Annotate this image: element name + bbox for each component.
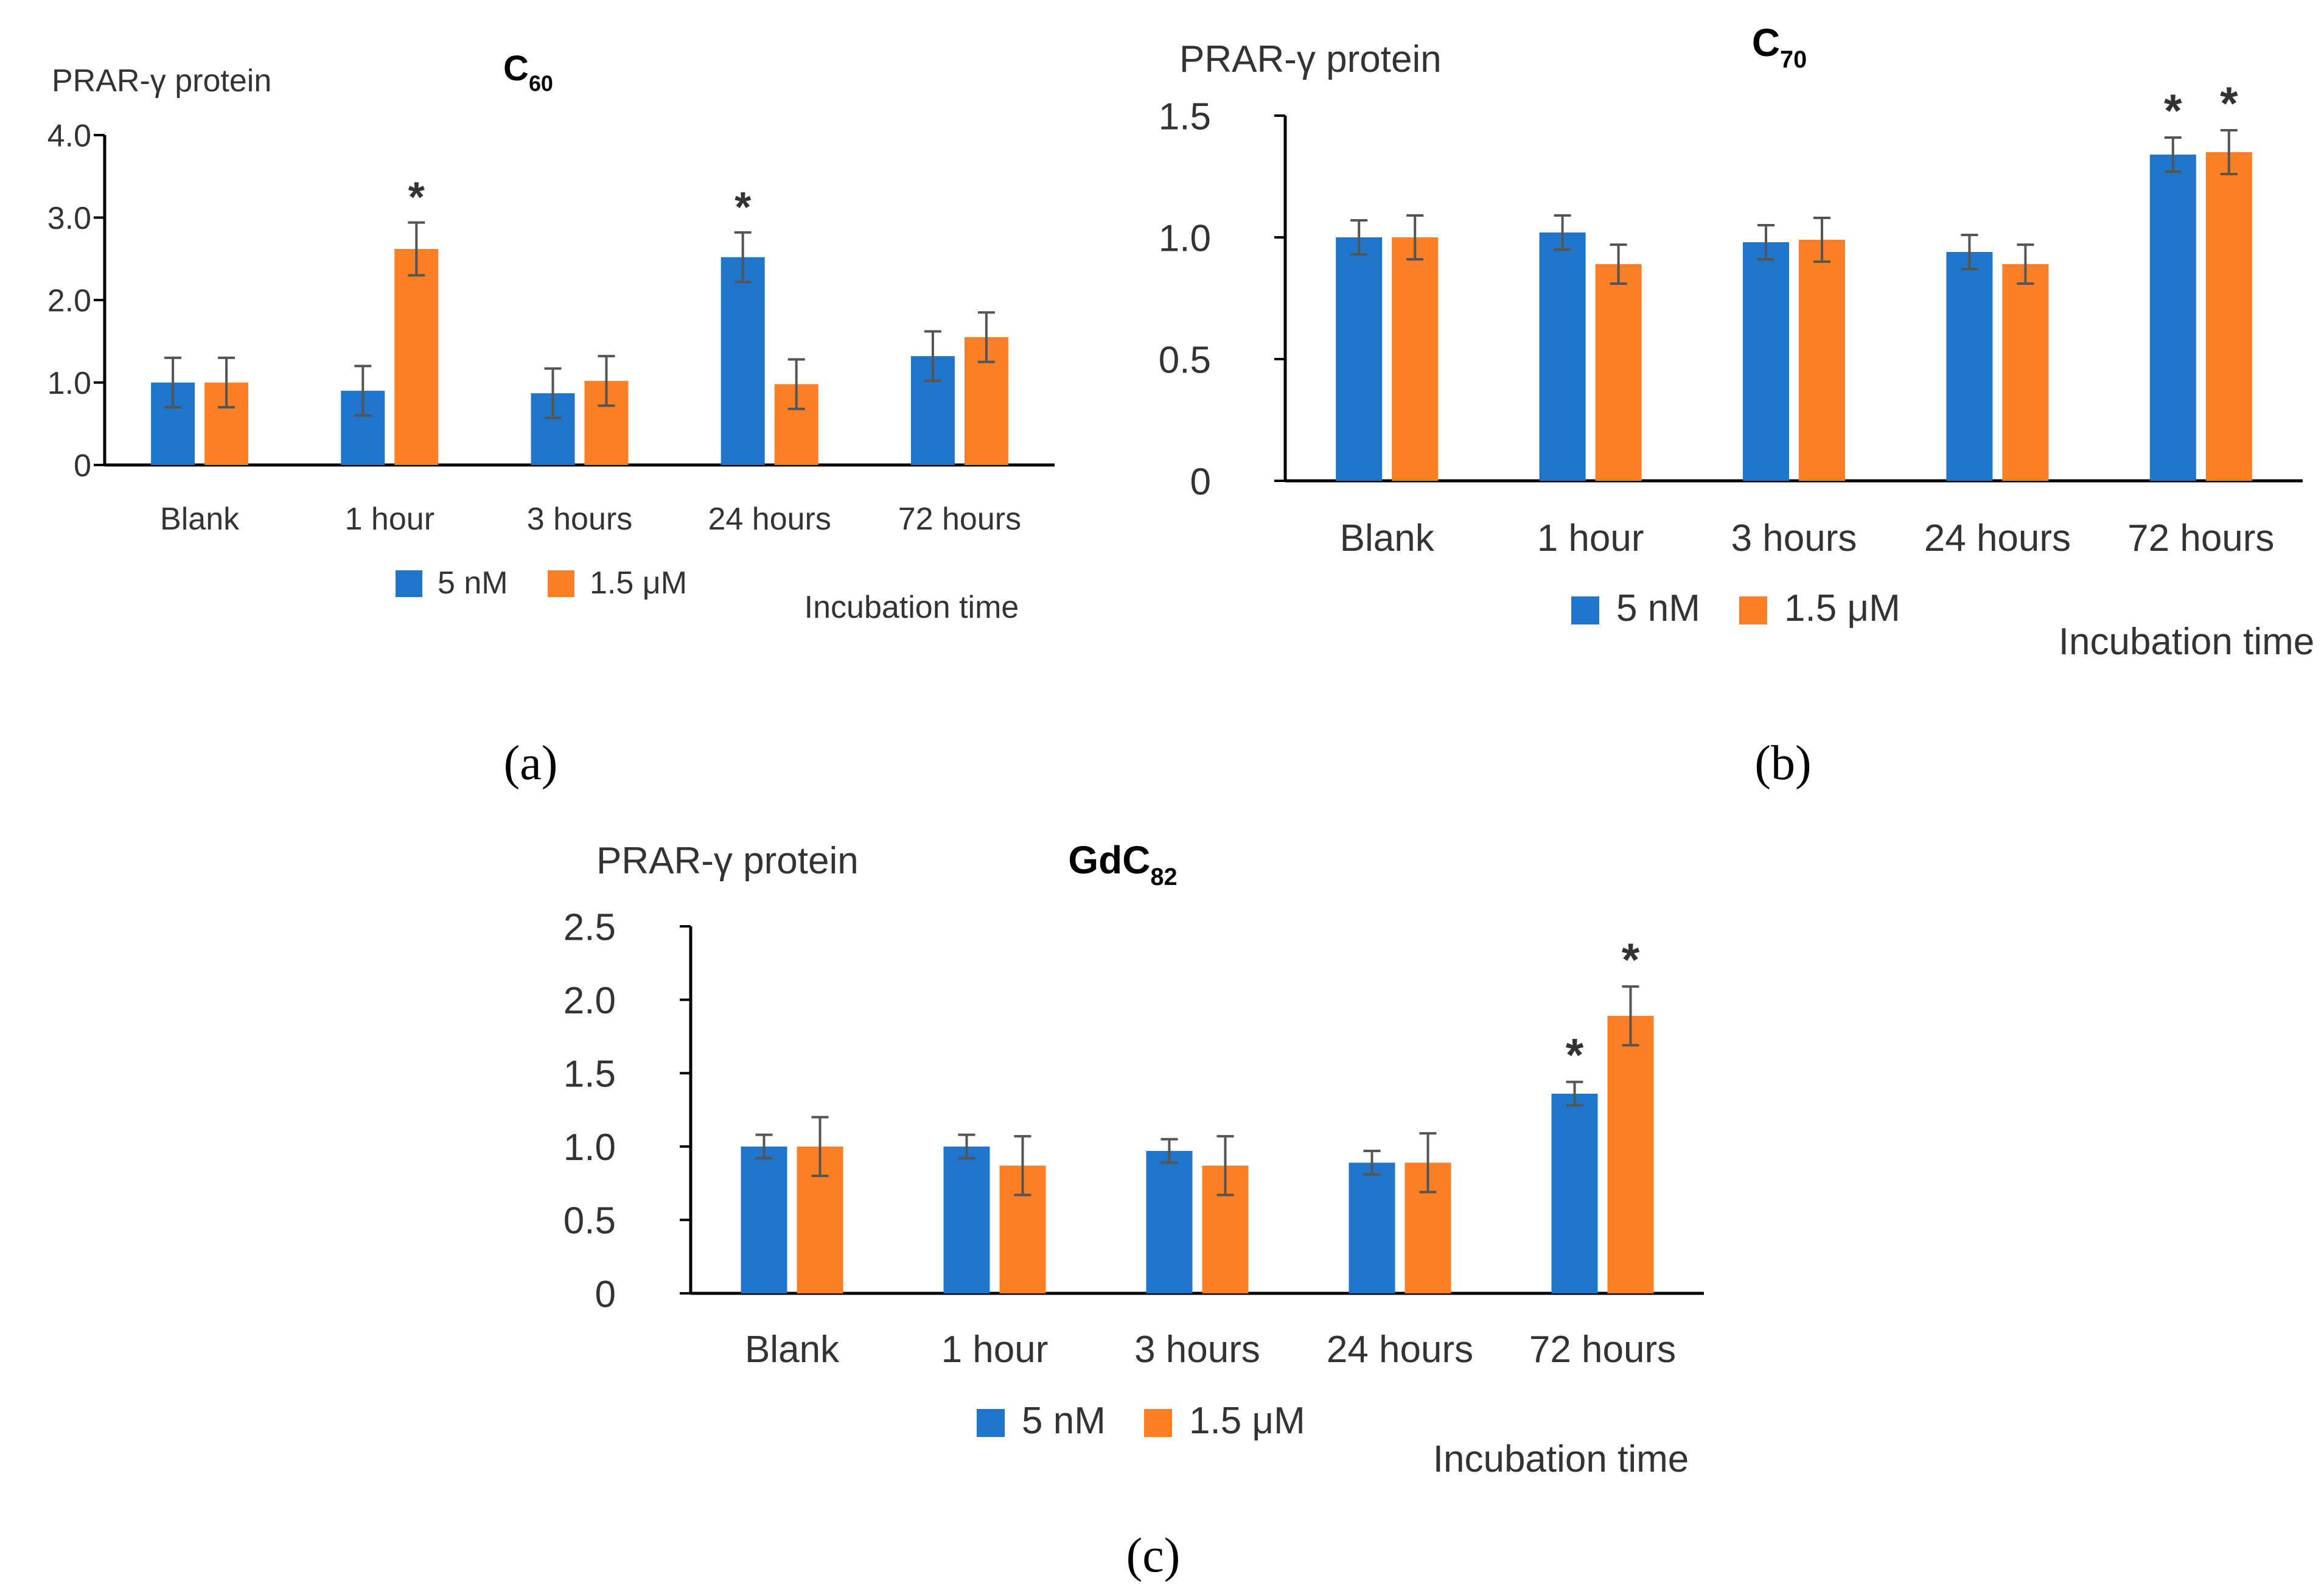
y-tick-label: 1.0	[564, 1127, 616, 1169]
y-tick-label: 1.5	[1159, 96, 1211, 138]
y-tick-label: 0.5	[1159, 339, 1211, 381]
bar-5nM	[1349, 1162, 1395, 1293]
y-tick-label: 0.5	[564, 1200, 616, 1242]
x-tick-label: 72 hours	[1529, 1329, 1676, 1371]
chart-title-main: C	[503, 49, 529, 88]
chart-title-subscript: 60	[529, 71, 553, 96]
legend-label: 5 nM	[1616, 587, 1700, 629]
bar-1-5uM	[394, 248, 439, 465]
legend-label: 1.5 μM	[1189, 1400, 1305, 1442]
legend-label: 5 nM	[438, 565, 508, 601]
chart-title-main: GdC	[1068, 838, 1150, 882]
chart-panel-2: 0 0.5 1.0 1.5 Blank 1 hour 3 hours 24 hours * * 72…	[1159, 21, 2314, 663]
x-axis-label: Incubation time	[1433, 1438, 1689, 1480]
bar-5nM	[1539, 232, 1586, 481]
bar-5nM	[1946, 252, 1993, 481]
y-axis-label: PRAR-γ protein	[1179, 38, 1442, 80]
chart-title: GdC82	[1068, 838, 1177, 890]
chart-title-main: C	[1752, 21, 1780, 65]
chart-title: C60	[503, 49, 553, 96]
bar-1-5uM	[1799, 240, 1845, 481]
y-tick-label: 2.5	[564, 906, 616, 948]
bar-1-5uM	[1607, 1016, 1654, 1293]
chart-title-subscript: 82	[1150, 864, 1177, 890]
bar-5nM	[943, 1146, 990, 1293]
x-tick-label: 24 hours	[708, 502, 831, 537]
significance-star: *	[2220, 78, 2238, 130]
significance-star: *	[2164, 85, 2182, 137]
bar-5nM	[1743, 242, 1789, 481]
bar-1-5uM	[2002, 264, 2049, 481]
y-tick-label: 0	[74, 449, 91, 484]
legend-swatch-5nM	[977, 1409, 1005, 1437]
x-tick-label: 24 hours	[1924, 517, 2071, 559]
caption-b: (b)	[1754, 736, 1811, 790]
bar-5nM	[741, 1146, 787, 1293]
chart-title: C70	[1752, 21, 1807, 73]
x-axis-label: Incubation time	[804, 590, 1019, 625]
x-tick-label: Blank	[745, 1329, 840, 1371]
y-tick-label: 4.0	[47, 119, 91, 154]
y-tick-label: 2.0	[564, 980, 616, 1022]
x-tick-label: Blank	[160, 502, 240, 537]
y-axis-label: PRAR-γ protein	[596, 840, 859, 882]
significance-star: *	[1566, 1030, 1584, 1082]
x-tick-label: 1 hour	[941, 1329, 1049, 1371]
y-tick-label: 3.0	[47, 201, 91, 236]
significance-star: *	[1622, 934, 1640, 986]
legend-label: 1.5 μM	[1784, 587, 1900, 629]
caption-c: (c)	[1126, 1529, 1181, 1582]
chart-panel-3: 0 0.5 1.0 1.5 2.0 2.5 Blank 1 hour 3 hours 24 hou…	[564, 838, 1704, 1480]
x-tick-label: 3 hours	[1134, 1329, 1260, 1371]
legend-swatch-5nM	[1571, 596, 1599, 624]
chart-panel-1: 0 1.0 2.0 3.0 4.0 Blank * 1 hour 3 hours * 24 hour…	[47, 49, 1055, 625]
legend-swatch-1-5uM	[548, 570, 574, 597]
bar-5nM	[1551, 1093, 1598, 1293]
y-axis-label: PRAR-γ protein	[52, 63, 271, 99]
x-tick-label: 1 hour	[1537, 517, 1644, 559]
x-tick-label: 1 hour	[345, 502, 434, 537]
y-tick-label: 1.0	[47, 366, 91, 401]
bar-5nM	[1336, 237, 1383, 481]
caption-a: (a)	[504, 736, 558, 790]
y-tick-label: 1.5	[564, 1054, 616, 1096]
significance-star: *	[735, 183, 752, 231]
chart-title-subscript: 70	[1780, 46, 1807, 73]
legend-label: 5 nM	[1022, 1400, 1106, 1442]
bar-1-5uM	[1392, 237, 1439, 481]
x-tick-label: 24 hours	[1327, 1329, 1473, 1371]
bar-5nM	[1146, 1151, 1193, 1293]
significance-star: *	[408, 173, 425, 221]
x-tick-label: 3 hours	[1731, 517, 1857, 559]
legend-swatch-1-5uM	[1144, 1409, 1172, 1437]
legend-swatch-5nM	[396, 570, 422, 597]
legend-label: 1.5 μM	[590, 565, 687, 601]
y-tick-label: 1.0	[1159, 217, 1211, 259]
bar-5nM	[721, 257, 765, 465]
x-tick-label: 3 hours	[527, 502, 632, 537]
y-tick-label: 0	[595, 1273, 616, 1315]
x-tick-label: 72 hours	[2127, 517, 2274, 559]
bar-5nM	[2149, 155, 2196, 481]
x-tick-label: Blank	[1340, 517, 1435, 559]
x-axis-label: Incubation time	[2059, 621, 2314, 663]
legend-swatch-1-5uM	[1739, 596, 1767, 624]
x-tick-label: 72 hours	[898, 502, 1021, 537]
y-tick-label: 0	[1190, 461, 1211, 503]
bar-1-5uM	[2205, 152, 2252, 481]
y-tick-label: 2.0	[47, 284, 91, 319]
bar-1-5uM	[1595, 264, 1642, 481]
